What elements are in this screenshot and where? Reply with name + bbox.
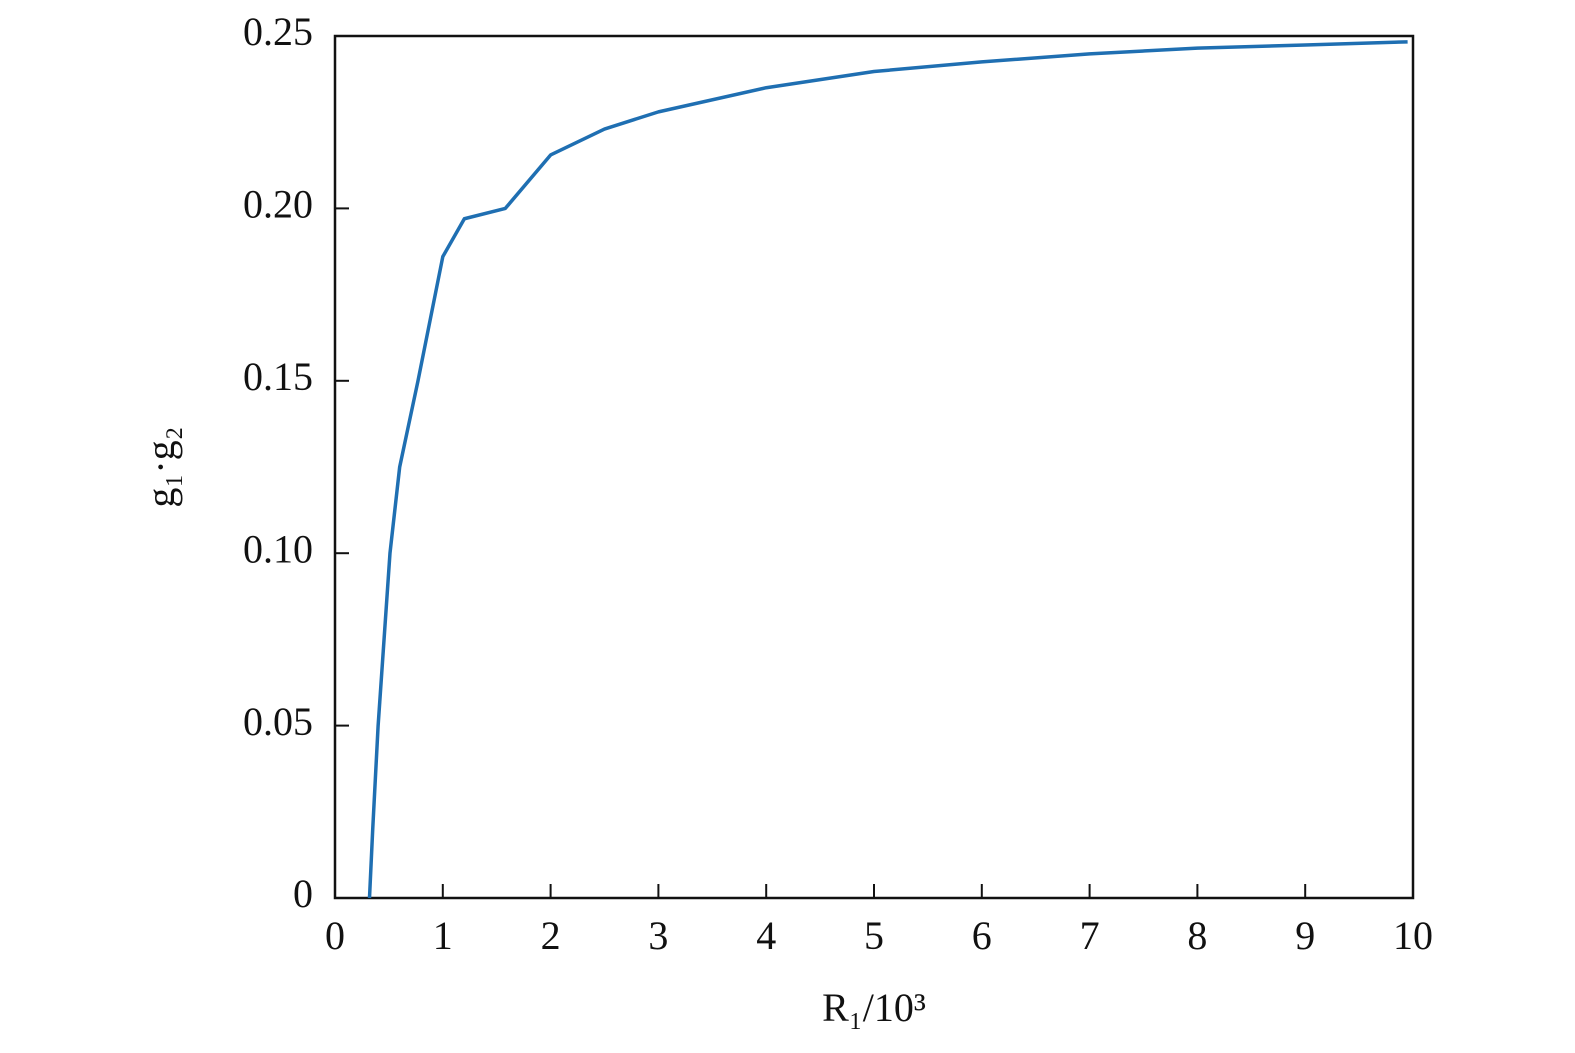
x-tick-label: 9 xyxy=(1295,913,1315,958)
x-tick-label: 3 xyxy=(648,913,668,958)
y-tick-label: 0.25 xyxy=(243,9,313,54)
x-tick-label: 1 xyxy=(433,913,453,958)
x-tick-label: 5 xyxy=(864,913,884,958)
x-tick-label: 6 xyxy=(972,913,992,958)
y-axis-label: g₁·g₂ xyxy=(138,426,183,507)
data-line xyxy=(367,40,1408,899)
x-tick-label: 8 xyxy=(1187,913,1207,958)
y-tick-label: 0.10 xyxy=(243,526,313,571)
x-tick-label: 0 xyxy=(325,913,345,958)
y-tick-label: 0 xyxy=(293,871,313,916)
x-axis-label: R₁/10³ xyxy=(822,985,926,1030)
x-tick-label: 10 xyxy=(1393,913,1433,958)
x-tick-label: 2 xyxy=(541,913,561,958)
y-tick-label: 0.05 xyxy=(243,699,313,744)
y-tick-label: 0.20 xyxy=(243,182,313,227)
y-tick-label: 0.15 xyxy=(243,354,313,399)
x-tick-label: 4 xyxy=(756,913,776,958)
x-tick-label: 7 xyxy=(1080,913,1100,958)
plot-frame xyxy=(333,34,1415,900)
